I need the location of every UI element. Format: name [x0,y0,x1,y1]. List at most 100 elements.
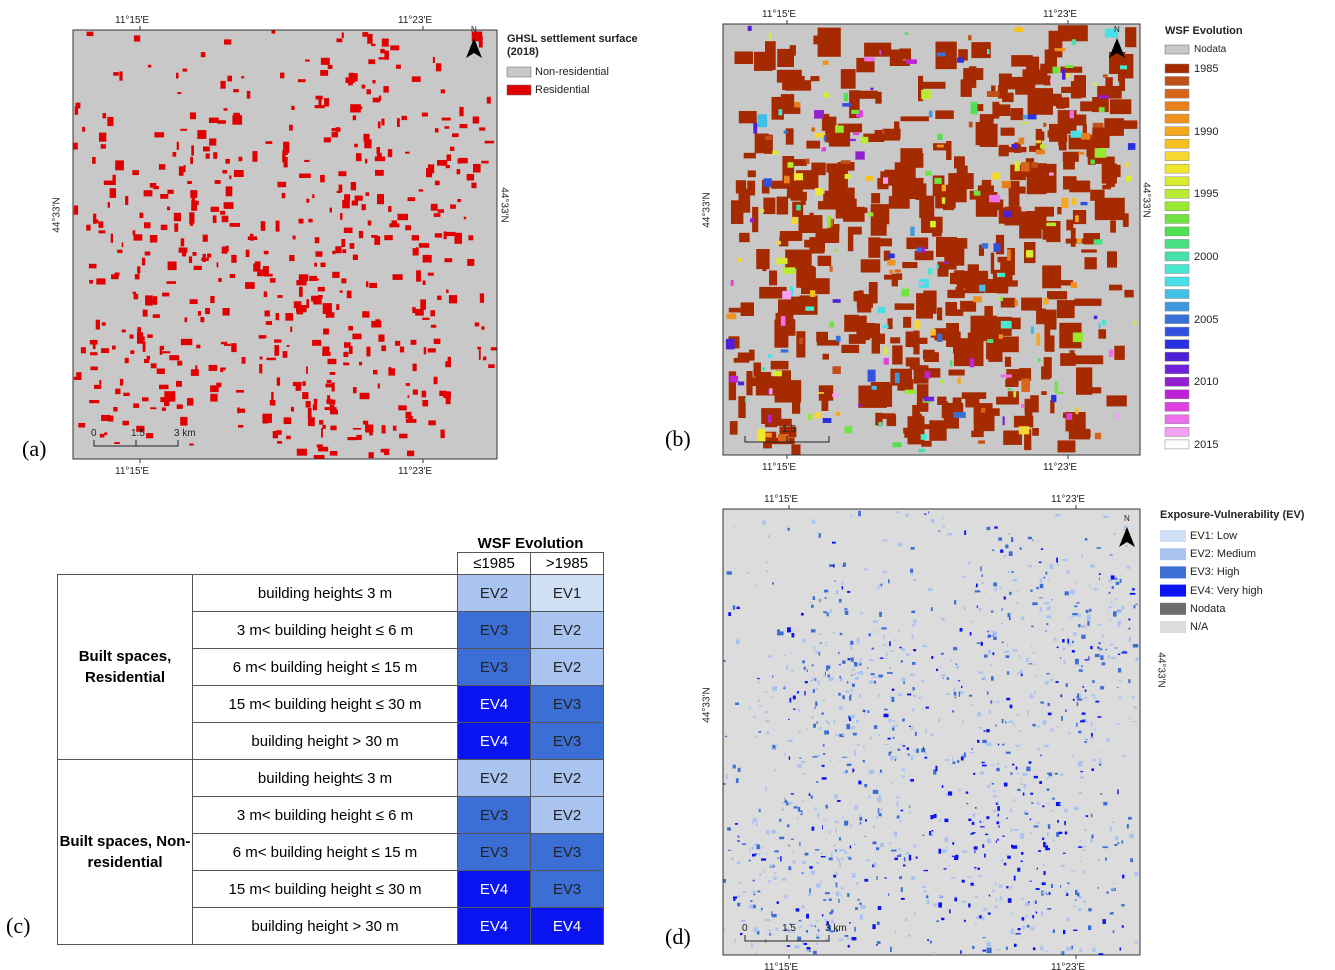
map-patch [78,423,85,428]
map-patch [1037,868,1038,870]
map-patch [999,334,1003,339]
map-patch [753,905,756,909]
map-patch [724,783,726,785]
map-patch [980,821,981,823]
map-patch [873,620,878,623]
map-patch [812,520,815,525]
map-patch [871,193,880,203]
map-patch [356,153,362,161]
map-patch [931,831,934,835]
map-patch [833,875,836,878]
map-patch [747,181,755,196]
map-patch [160,194,168,199]
map-patch [298,79,306,82]
group-header: Built spaces, Residential [58,575,193,760]
map-patch [860,914,864,919]
map-patch [1071,282,1077,288]
map-patch [167,207,170,211]
map-patch [851,110,859,114]
map-patch [460,124,468,128]
map-patch [884,347,887,355]
map-patch [883,644,886,646]
map-patch [791,444,800,454]
map-patch [839,706,843,710]
map-patch [1002,719,1004,723]
map-patch [388,368,395,375]
map-patch [177,92,181,94]
scale-label: 1.5 [131,429,145,439]
map-patch [375,319,380,324]
map-patch [865,819,867,821]
map-patch [883,634,884,639]
map-patch [791,192,807,201]
map-patch [1119,66,1125,91]
map-patch [808,414,812,420]
map-patch [913,750,916,752]
map-patch [1015,745,1018,748]
legend-swatch [1165,102,1189,111]
map-patch [350,243,355,249]
map-patch [989,195,1000,202]
map-patch [895,303,915,310]
map-patch [1030,819,1032,820]
map-patch [278,182,287,187]
map-patch [811,163,825,176]
map-patch [759,807,760,810]
map-patch [1085,721,1088,723]
map-patch [858,511,861,516]
map-patch [1017,789,1020,791]
map-patch [906,852,910,854]
map-patch [845,935,849,937]
map-patch [377,147,381,154]
map-patch [862,709,865,710]
map-patch [1002,608,1003,611]
map-patch [950,660,952,662]
map-patch [1040,607,1042,612]
map-patch [726,339,735,350]
map-patch [1026,658,1029,662]
map-patch [1122,875,1124,879]
map-patch [794,173,803,180]
map-patch [727,571,732,574]
map-patch [1042,720,1046,725]
map-patch [825,919,827,921]
map-patch [491,347,497,350]
map-patch [907,747,909,750]
map-patch [997,801,998,804]
map-patch [1036,140,1042,143]
map-patch [886,657,888,659]
map-patch [978,875,982,877]
map-patch [968,333,975,344]
map-patch [1003,836,1005,837]
map-patch [850,641,853,645]
map-patch [1005,357,1011,367]
map-patch [215,180,221,184]
map-patch [1041,548,1043,550]
ev-table: WSF Evolution≤1985>1985Built spaces, Res… [57,530,604,945]
map-patch [1070,616,1072,619]
map-patch [1073,632,1077,635]
map-patch [190,299,198,304]
map-patch [449,295,457,303]
map-patch [834,795,837,800]
map-patch [753,123,757,134]
map-patch [865,176,873,181]
map-patch [998,537,1002,541]
map-patch [372,80,375,83]
map-patch [925,729,927,733]
map-patch [908,416,925,444]
map-patch [993,637,996,640]
map-patch [218,278,222,282]
map-patch [961,686,962,688]
map-patch [872,386,877,390]
map-patch [347,291,352,299]
map-patch [96,278,105,284]
map-patch [343,363,349,366]
row-label: building height > 30 m [193,723,458,760]
map-patch [924,870,929,871]
map-patch [804,667,806,670]
map-patch [1082,850,1085,851]
map-patch [854,927,856,932]
tick-label: 11°15'E [115,16,149,26]
map-patch [894,756,897,758]
